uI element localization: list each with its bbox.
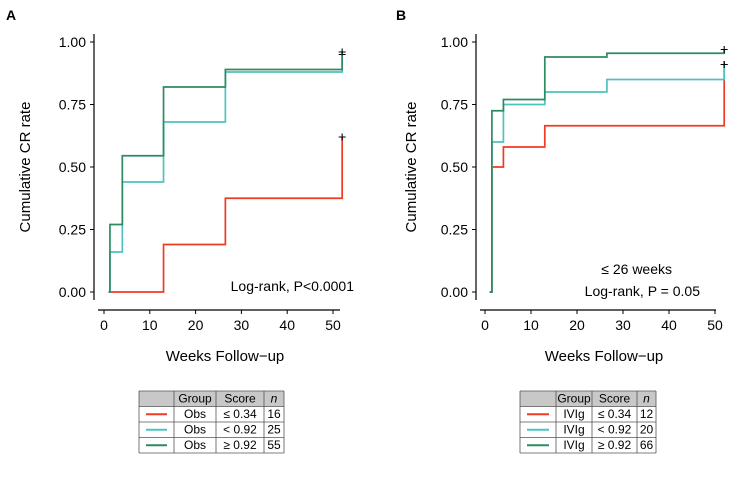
km-curve-series-3	[489, 49, 726, 293]
legend-group: Obs	[184, 407, 206, 421]
y-tick-label: 0.50	[441, 159, 468, 175]
legend-group: IVIg	[563, 407, 584, 421]
panel-letter: A	[6, 7, 16, 23]
legend-n: 16	[267, 407, 281, 421]
legend-header-2: Score	[224, 392, 256, 406]
legend-header-1: Group	[178, 392, 212, 406]
y-tick-label: 0.00	[59, 284, 86, 300]
y-tick-label: 0.25	[441, 222, 468, 238]
annotation-text: ≤ 26 weeks	[601, 261, 672, 277]
x-tick-label: 50	[325, 317, 341, 333]
y-tick-label: 0.75	[441, 97, 468, 113]
legend-n: 12	[640, 407, 654, 421]
x-tick-label: 40	[279, 317, 295, 333]
x-tick-label: 0	[481, 317, 489, 333]
annotation-text: Log-rank, P = 0.05	[585, 283, 701, 299]
legend-header-bg	[520, 391, 656, 407]
y-axis-title: Cumulative CR rate	[403, 102, 420, 233]
x-tick-label: 50	[707, 317, 723, 333]
censor-mark	[720, 61, 728, 68]
x-axis-title: Weeks Follow−up	[545, 348, 664, 365]
legend-table: Group Score n Obs ≤ 0.34 16 Obs < 0.92 25 Obs ≥ 0.…	[138, 390, 285, 454]
legend-score: ≥ 0.92	[598, 438, 632, 452]
legend-n: 25	[267, 423, 281, 437]
legend-table: Group Score n IVIg ≤ 0.34 12 IVIg < 0.92 20 IVIg ≥…	[519, 390, 657, 454]
legend-header-1: Group	[557, 392, 591, 406]
legend-group: IVIg	[563, 438, 584, 452]
legend-n: 20	[640, 423, 654, 437]
censor-mark	[338, 48, 346, 56]
legend-n: 55	[267, 438, 281, 452]
x-axis-title: Weeks Follow−up	[166, 348, 285, 365]
x-tick-label: 30	[615, 317, 631, 333]
x-tick-label: 20	[569, 317, 585, 333]
panel-letter: B	[396, 7, 406, 23]
legend-score: < 0.92	[223, 423, 257, 437]
y-tick-label: 1.00	[59, 34, 86, 50]
y-tick-label: 0.25	[59, 222, 86, 238]
x-tick-label: 0	[100, 317, 108, 333]
legend-score: ≤ 0.34	[223, 407, 257, 421]
km-curve-series-1	[108, 137, 344, 293]
legend-header-3: n	[271, 392, 278, 406]
y-tick-label: 1.00	[441, 34, 468, 50]
y-axis-title: Cumulative CR rate	[17, 102, 34, 233]
censor-mark	[720, 46, 728, 53]
x-tick-label: 20	[188, 317, 204, 333]
km-curve-series-2	[489, 64, 726, 293]
legend-score: ≥ 0.92	[223, 438, 257, 452]
legend-score: < 0.92	[598, 423, 632, 437]
y-tick-label: 0.75	[59, 97, 86, 113]
legend-n: 66	[640, 438, 654, 452]
y-tick-label: 0.00	[441, 284, 468, 300]
censor-mark	[338, 133, 346, 141]
km-curve-series-1	[489, 64, 726, 293]
legend-group: Obs	[184, 438, 206, 452]
legend-header-2: Score	[599, 392, 631, 406]
legend-header-3: n	[643, 392, 650, 406]
legend-header-bg	[139, 391, 284, 407]
annotation-text: Log-rank, P<0.0001	[231, 278, 355, 294]
legend-group: IVIg	[563, 423, 584, 437]
x-tick-label: 30	[234, 317, 250, 333]
legend-group: Obs	[184, 423, 206, 437]
km-curve-series-3	[108, 52, 344, 293]
x-tick-label: 10	[523, 317, 539, 333]
x-tick-label: 10	[142, 317, 158, 333]
legend-score: ≤ 0.34	[598, 407, 632, 421]
y-tick-label: 0.50	[59, 159, 86, 175]
km-curve-series-2	[108, 54, 344, 293]
chart-panel-b: B 0.00 0.25 0.50 0.75 1.00 0 10 20 30 40 50 Weeks Fo…	[396, 7, 728, 454]
x-tick-label: 40	[661, 317, 677, 333]
chart-panel-a: A 0.00 0.25 0.50 0.75 1.00 0 10 20 30 40 50 Weeks Fo…	[6, 7, 355, 454]
